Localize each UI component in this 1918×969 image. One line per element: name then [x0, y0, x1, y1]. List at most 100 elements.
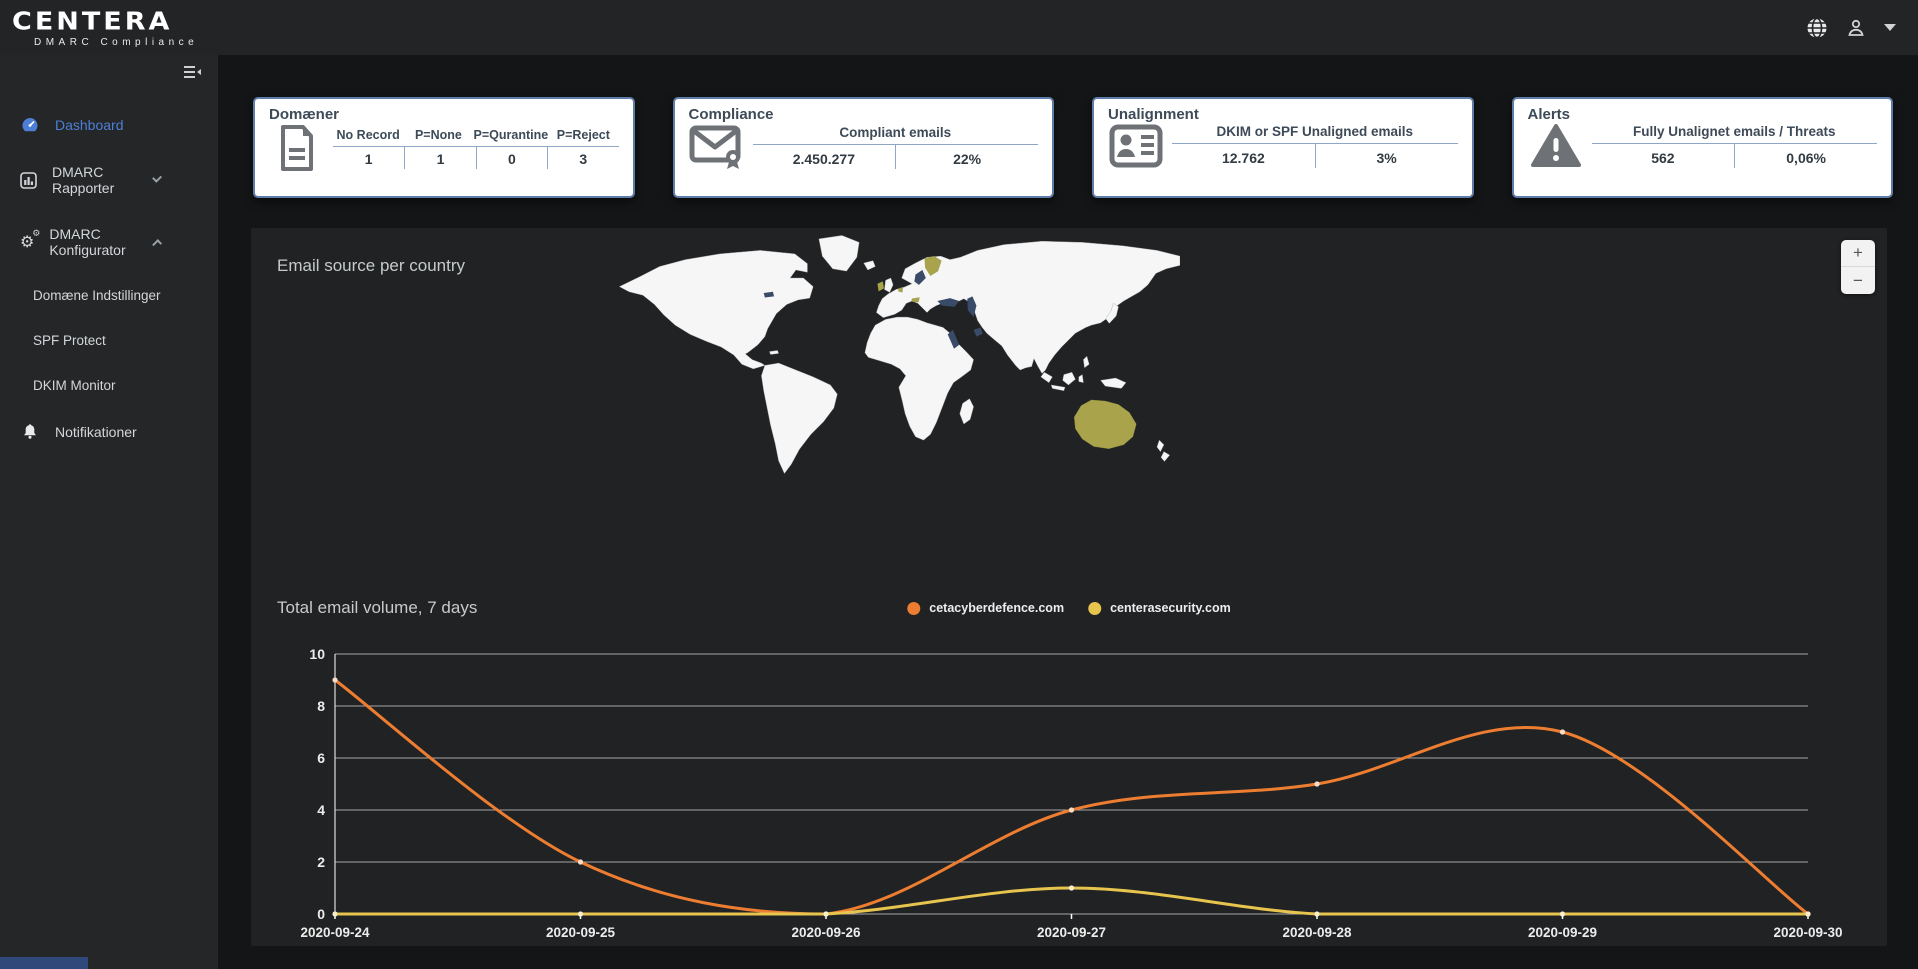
- sulawesi: [1078, 374, 1084, 383]
- sidebar-nav: Dashboard DMARC Rapporter ⚙ ⚙ DMARC Konfi…: [0, 101, 218, 455]
- stat-value: 0: [475, 146, 547, 169]
- card-title: Alerts: [1527, 106, 1571, 123]
- certified-mail-icon: [689, 124, 745, 170]
- svg-text:10: 10: [309, 646, 325, 662]
- svg-text:2020-09-25: 2020-09-25: [546, 925, 616, 940]
- continent-north-america: [618, 250, 814, 370]
- java: [1050, 384, 1066, 391]
- chart-header: Total email volume, 7 days cetacyberdefe…: [275, 594, 1863, 628]
- topbar-actions: [1806, 17, 1896, 39]
- stat-label: No Record: [336, 127, 400, 142]
- card-compliance: Compliance Compliant emails 2.450.2: [672, 97, 1054, 198]
- svg-text:4: 4: [317, 802, 325, 818]
- japan: [1105, 302, 1119, 324]
- caret-down-icon[interactable]: [1884, 24, 1896, 31]
- sidebar-item-label: DMARC Rapporter: [52, 164, 115, 196]
- red-sea: [947, 329, 960, 349]
- svg-text:2020-09-27: 2020-09-27: [1037, 925, 1106, 940]
- user-icon[interactable]: [1846, 18, 1866, 38]
- map-zoom-out-button[interactable]: −: [1853, 270, 1863, 290]
- email-volume-line-chart: 0 2 4 6 8 10 2020-09-24 2020-09-25 2020-09-26 202…: [275, 636, 1863, 940]
- stat-label: P=None: [414, 127, 462, 142]
- stat-value: 2.450.277: [792, 151, 856, 167]
- line-chart-svg: 0 2 4 6 8 10 2020-09-24 2020-09-25 2020-09-26 202…: [300, 646, 1842, 940]
- caribbean: [769, 350, 779, 355]
- sidebar-item-notifikationer[interactable]: Notifikationer: [0, 408, 218, 455]
- card-unalignment: Unalignment DKIM or SPF Unaligned emails: [1092, 97, 1474, 198]
- new-zealand: [1156, 439, 1170, 462]
- document-icon: [269, 124, 325, 172]
- stat-value: 12.762: [1221, 150, 1265, 166]
- brand-name: CENTERA: [12, 6, 173, 36]
- sidebar-item-dmarc-rapporter[interactable]: DMARC Rapporter: [0, 149, 218, 211]
- stat-value: 0,06%: [1734, 144, 1877, 168]
- stat-value: 1: [404, 146, 475, 169]
- great-lakes: [763, 291, 775, 298]
- card-alerts: Alerts Fully Unalignet emails / Threats …: [1511, 97, 1893, 198]
- svg-text:2020-09-28: 2020-09-28: [1282, 925, 1352, 940]
- caspian-sea: [967, 296, 977, 318]
- new-guinea: [1100, 377, 1127, 389]
- map-zoom-in-button[interactable]: +: [1841, 240, 1875, 267]
- baltic-sea: [914, 269, 926, 285]
- stat-header: Compliant emails: [839, 125, 952, 140]
- country-netherlands: [898, 287, 904, 293]
- legend-dot-1: [1088, 601, 1102, 615]
- sidebar-item-label: Notifikationer: [55, 423, 137, 440]
- brand-tagline: DMARC Compliance: [34, 36, 199, 48]
- card-title: Unalignment: [1108, 106, 1199, 123]
- divider: [752, 144, 1038, 145]
- sidebar-item-dmarc-konfigurator[interactable]: ⚙ ⚙ DMARC Konfigurator: [0, 211, 218, 273]
- stat-value: 562: [1651, 150, 1675, 166]
- svg-text:0: 0: [317, 906, 325, 922]
- dashboard-panel: Email source per country: [251, 228, 1887, 946]
- country-austria: [911, 297, 920, 303]
- stat-value: 3: [547, 146, 618, 169]
- persian-gulf: [973, 327, 983, 337]
- stat-header: Fully Unalignet emails / Threats: [1632, 124, 1836, 139]
- divider: [1172, 143, 1458, 144]
- card-domaener: Domæner No Record P=None P=Qurantine: [253, 97, 635, 198]
- stat-label: P=Qurantine: [473, 127, 549, 142]
- topbar: CENTERA DMARC Compliance: [0, 0, 1918, 55]
- sidebar-item-dashboard[interactable]: Dashboard: [0, 101, 218, 149]
- svg-text:2020-09-29: 2020-09-29: [1528, 925, 1597, 940]
- divider: [1591, 143, 1877, 144]
- legend-dot-0: [907, 601, 921, 615]
- gears-icon: ⚙ ⚙: [20, 229, 41, 251]
- svg-text:8: 8: [317, 698, 325, 714]
- stat-label: P=Reject: [556, 127, 610, 142]
- globe-icon[interactable]: [1806, 17, 1828, 39]
- map-title: Email source per country: [277, 256, 466, 275]
- map-zoom-control: + −: [1841, 240, 1875, 294]
- country-australia: [1074, 399, 1137, 449]
- borneo: [1062, 372, 1076, 386]
- world-map: [605, 232, 1181, 490]
- sidebar-item-domaene-indstillinger[interactable]: Domæne Indstillinger: [33, 288, 161, 303]
- chart-title: Total email volume, 7 days: [277, 598, 478, 617]
- svg-text:2020-09-30: 2020-09-30: [1773, 925, 1842, 940]
- continent-africa: [864, 316, 974, 441]
- sidebar-item-dkim-monitor[interactable]: DKIM Monitor: [33, 378, 116, 393]
- black-sea: [937, 298, 960, 307]
- card-title: Compliance: [688, 106, 774, 123]
- brand-logo: CENTERA DMARC Compliance: [12, 8, 198, 48]
- sidebar-collapse-icon[interactable]: [182, 64, 202, 85]
- stat-value: 3%: [1314, 144, 1458, 168]
- gauge-icon: [20, 116, 40, 134]
- stat-header: DKIM or SPF Unaligned emails: [1216, 124, 1414, 139]
- id-card-icon: [1108, 124, 1164, 168]
- continent-eurasia: [876, 240, 1181, 374]
- stat-cards-row: Domæner No Record P=None P=Qurantine: [218, 55, 1918, 198]
- bell-icon: [20, 423, 40, 440]
- country-ireland: [877, 281, 885, 292]
- sidebar-item-label: DMARC Konfigurator: [49, 226, 126, 258]
- svg-text:2020-09-26: 2020-09-26: [791, 925, 861, 940]
- sidebar-item-label: Dashboard: [55, 117, 124, 133]
- iceland: [863, 260, 876, 271]
- legend-item: centerasecurity.com: [1088, 601, 1231, 615]
- sidebar-item-spf-protect[interactable]: SPF Protect: [33, 333, 106, 348]
- card-title: Domæner: [269, 106, 340, 123]
- bottom-left-accent: [0, 957, 88, 969]
- chart-legend: cetacyberdefence.com centerasecurity.com: [907, 601, 1231, 615]
